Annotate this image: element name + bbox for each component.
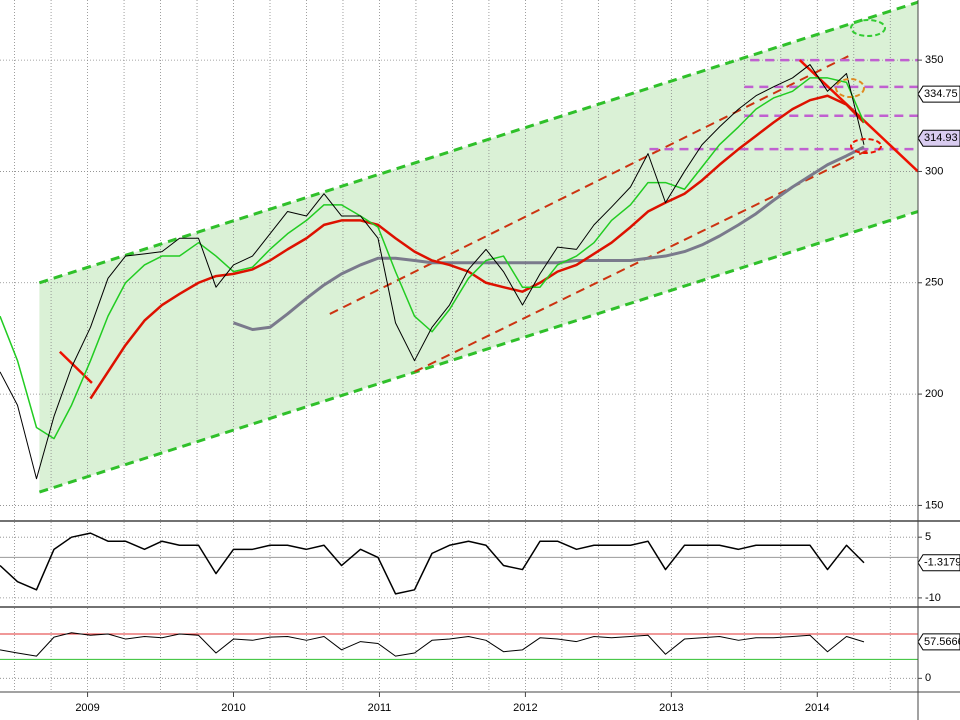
- x-tick-label: 2012: [513, 702, 537, 714]
- value-tag: [917, 85, 960, 103]
- y-tick-label: 0: [925, 672, 931, 684]
- x-tick-label: 2013: [659, 702, 683, 714]
- value-tag: [917, 633, 960, 651]
- highlight-ellipse: [850, 138, 882, 154]
- x-tick-label: 2009: [75, 702, 99, 714]
- x-tick-label: 2011: [368, 702, 392, 714]
- value-tag-label: 57.5666: [924, 636, 960, 648]
- trend-line: [58, 350, 93, 384]
- series-line: [233, 145, 865, 332]
- y-tick-label: -10: [925, 592, 941, 604]
- value-tag-label: 314.93: [924, 132, 958, 144]
- y-tick-label: 250: [925, 277, 943, 289]
- series-line: [0, 632, 865, 657]
- trend-line: [38, 0, 918, 285]
- series-line: [89, 94, 865, 400]
- value-tag-label: 334.75: [924, 88, 958, 100]
- highlight-ellipse: [835, 78, 865, 98]
- x-tick-label: 2010: [221, 702, 245, 714]
- y-tick-label: 200: [925, 388, 943, 400]
- value-tag: [917, 129, 960, 147]
- series-line: [0, 77, 865, 440]
- panel: [0, 608, 918, 691]
- x-tick-label: 2014: [805, 702, 829, 714]
- y-tick-label: 300: [925, 165, 943, 177]
- value-tag-label: -1.3179: [924, 557, 960, 569]
- panel: [0, 522, 918, 606]
- trend-line: [329, 54, 850, 315]
- highlight-ellipse: [850, 19, 886, 37]
- y-tick-label: 150: [925, 499, 943, 511]
- channel-fill: [39, 2, 918, 493]
- y-tick-label: 5: [925, 531, 931, 543]
- y-tick-label: 350: [925, 54, 943, 66]
- panel: [0, 0, 918, 521]
- series-line: [0, 64, 865, 480]
- series-line: [0, 532, 865, 595]
- trend-line: [38, 210, 918, 494]
- value-tag: [917, 554, 960, 572]
